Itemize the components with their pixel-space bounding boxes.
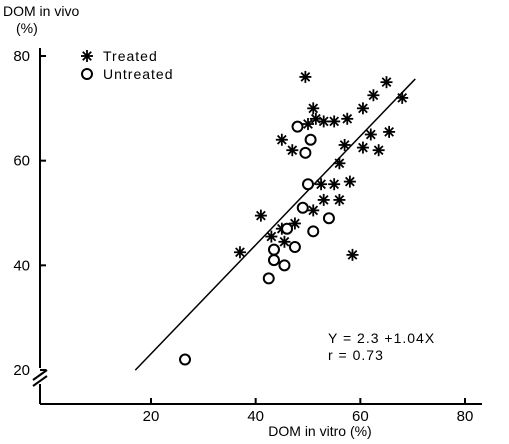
- untreated-point: [296, 201, 309, 214]
- treated-point: [338, 138, 351, 151]
- treated-point: [356, 141, 369, 154]
- y-tick-label: 40: [13, 257, 30, 274]
- untreated-point: [299, 146, 312, 159]
- untreated-point: [262, 272, 275, 285]
- legend-marker-untreated: [81, 68, 93, 80]
- treated-point: [396, 91, 409, 104]
- regression-line: [134, 78, 416, 371]
- treated-point: [233, 246, 246, 259]
- treated-point: [343, 175, 356, 188]
- x-tick-label: 40: [247, 408, 264, 425]
- x-tick-label: 60: [352, 408, 369, 425]
- untreated-point: [281, 222, 294, 235]
- untreated-point: [322, 212, 335, 225]
- treated-point: [275, 133, 288, 146]
- legend-marker-treated: [81, 50, 93, 62]
- treated-point: [265, 230, 278, 243]
- untreated-point: [288, 241, 301, 254]
- treated-point: [299, 70, 312, 83]
- treated-point: [341, 112, 354, 125]
- treated-point: [333, 157, 346, 170]
- untreated-point: [291, 120, 304, 133]
- treated-point: [278, 235, 291, 248]
- y-axis-break-mark: [32, 369, 48, 381]
- untreated-point: [278, 259, 291, 272]
- untreated-point: [307, 225, 320, 238]
- untreated-point: [304, 133, 317, 146]
- treated-point: [286, 144, 299, 157]
- treated-point: [346, 248, 359, 261]
- untreated-point: [302, 178, 314, 191]
- treated-point: [367, 89, 380, 102]
- regression-equation: Y = 2.3 +1.04X: [328, 330, 435, 346]
- axes: [32, 48, 482, 405]
- y-ticks: 20 40 60 80: [13, 48, 46, 379]
- treated-point: [380, 76, 393, 89]
- y-tick-label: 60: [13, 153, 30, 170]
- x-axis-title: DOM in vitro (%): [268, 423, 371, 439]
- treated-point: [372, 144, 385, 157]
- legend: Treated Untreated: [81, 48, 173, 82]
- treated-point: [328, 115, 341, 128]
- x-tick-label: 80: [457, 408, 474, 425]
- x-tick-label: 20: [143, 408, 160, 425]
- treated-point: [302, 118, 314, 131]
- untreated-point: [267, 254, 280, 267]
- treated-point: [364, 128, 377, 141]
- treated-point: [254, 209, 267, 222]
- y-axis-title-line2: (%): [16, 20, 38, 36]
- correlation-value: r = 0.73: [328, 347, 384, 363]
- untreated-point: [267, 243, 280, 256]
- data-points: [179, 70, 409, 366]
- untreated-point: [179, 353, 192, 366]
- treated-point: [317, 193, 330, 206]
- x-ticks: 20 40 60 80: [143, 398, 474, 425]
- y-axis-title-line1: DOM in vivo: [3, 3, 79, 19]
- treated-point: [333, 193, 346, 206]
- treated-point: [317, 115, 330, 128]
- treated-point: [328, 178, 341, 191]
- treated-point: [383, 125, 396, 138]
- y-tick-label: 80: [13, 48, 30, 65]
- legend-label-untreated: Untreated: [103, 66, 173, 82]
- treated-point: [307, 204, 320, 217]
- treated-point: [315, 178, 328, 191]
- y-tick-label: 20: [13, 362, 30, 379]
- treated-point: [307, 102, 320, 115]
- treated-point: [356, 102, 369, 115]
- legend-label-treated: Treated: [103, 48, 158, 64]
- y-axis-break-mark: [32, 375, 48, 387]
